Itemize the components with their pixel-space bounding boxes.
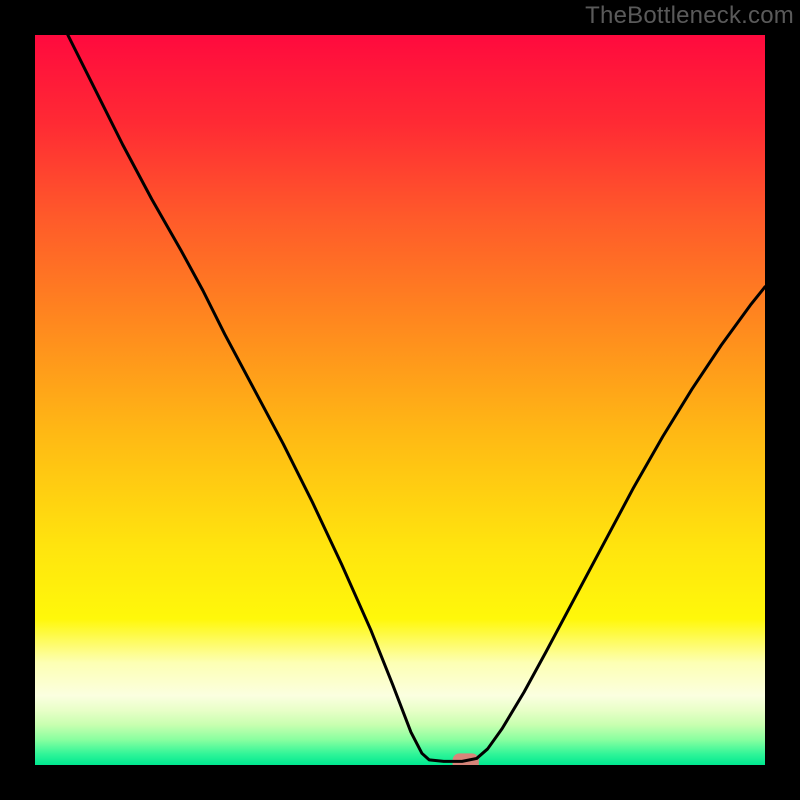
plot-area: [35, 35, 765, 771]
gradient-background: [35, 35, 765, 765]
chart-stage: TheBottleneck.com: [0, 0, 800, 800]
bottleneck-chart: [0, 0, 800, 800]
